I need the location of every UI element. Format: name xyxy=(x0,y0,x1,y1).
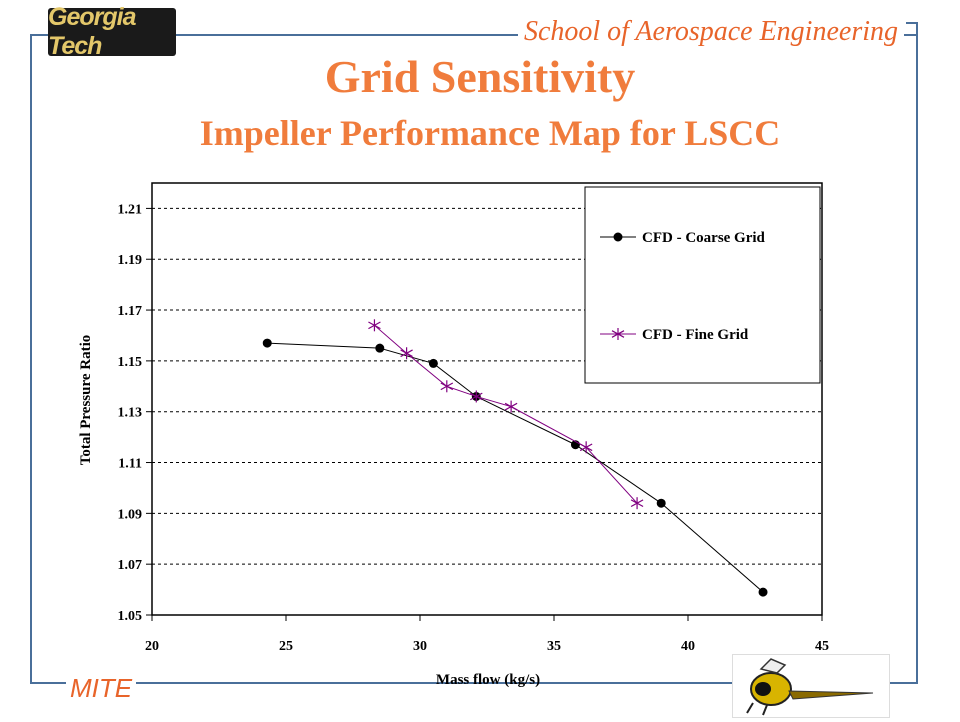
x-tick-label: 30 xyxy=(413,639,427,654)
data-point-1 xyxy=(400,347,413,360)
data-point-1-stroke xyxy=(469,392,483,401)
legend-swatch-marker xyxy=(613,232,623,242)
frame-bottom-line xyxy=(30,682,918,684)
georgia-tech-logo: Georgia Tech xyxy=(48,3,176,60)
school-name: School of Aerospace Engineering xyxy=(517,16,904,48)
data-point-1-stroke xyxy=(400,349,413,358)
x-tick-label: 35 xyxy=(547,639,561,654)
x-tick-label: 40 xyxy=(681,639,695,654)
y-tick-label: 1.17 xyxy=(118,304,143,319)
x-axis-label: Mass flow (kg/s) xyxy=(436,672,540,688)
data-point-0 xyxy=(656,498,666,508)
page-title: Grid Sensitivity xyxy=(324,51,636,102)
y-axis-label: Total Pressure Ratio xyxy=(78,335,94,466)
data-point-1-stroke xyxy=(579,443,593,452)
data-point-1-stroke xyxy=(440,382,454,391)
data-point-1 xyxy=(469,390,483,403)
data-point-1 xyxy=(504,400,518,413)
x-tick-label: 45 xyxy=(815,639,829,654)
frame-right-line xyxy=(916,22,918,684)
data-point-0 xyxy=(428,358,438,368)
data-point-1 xyxy=(440,380,454,393)
yellow-jacket-mascot-icon xyxy=(732,654,890,718)
legend-label: CFD - Fine Grid xyxy=(642,327,749,343)
logo-text: Georgia Tech xyxy=(48,3,136,60)
data-point-1-stroke xyxy=(504,402,518,411)
frame-top-line xyxy=(30,34,918,36)
y-tick-label: 1.05 xyxy=(118,609,143,624)
data-point-0 xyxy=(375,343,385,353)
page-subtitle: Impeller Performance Map for LSCC xyxy=(199,113,781,153)
mite-label: MITE xyxy=(66,673,137,704)
mascot-graphic xyxy=(746,658,874,716)
y-tick-label: 1.15 xyxy=(118,355,143,370)
y-tick-label: 1.21 xyxy=(118,202,143,217)
data-point-1-stroke xyxy=(630,499,644,508)
data-point-1 xyxy=(579,441,593,454)
legend-swatch-marker xyxy=(611,328,625,340)
legend-label: CFD - Coarse Grid xyxy=(642,230,766,246)
y-tick-label: 1.13 xyxy=(118,406,143,421)
data-point-0 xyxy=(262,338,272,348)
data-point-1 xyxy=(368,319,381,332)
data-point-1 xyxy=(630,497,644,510)
legend-box xyxy=(584,186,821,384)
x-tick-label: 25 xyxy=(279,639,293,654)
data-point-0 xyxy=(758,587,768,597)
y-tick-label: 1.11 xyxy=(118,457,142,472)
frame-left-line xyxy=(30,34,32,684)
y-tick-label: 1.09 xyxy=(118,507,143,522)
y-tick-label: 1.19 xyxy=(118,253,143,268)
plot-area-border xyxy=(151,182,823,616)
legend-swatch-marker-stroke xyxy=(611,330,625,338)
series-layer xyxy=(262,319,768,597)
x-tick-label: 20 xyxy=(145,639,159,654)
tick-layer: 1.05 1.07 1.09 1.11 1.13 1.15 1.17 1.19 1.21 20 25… xyxy=(118,202,830,654)
frame-top-right-tick xyxy=(906,22,918,24)
legend: CFD - Coarse Grid CFD - Fine Grid xyxy=(584,186,821,384)
data-point-1-stroke xyxy=(368,321,381,330)
y-tick-label: 1.07 xyxy=(118,558,143,573)
